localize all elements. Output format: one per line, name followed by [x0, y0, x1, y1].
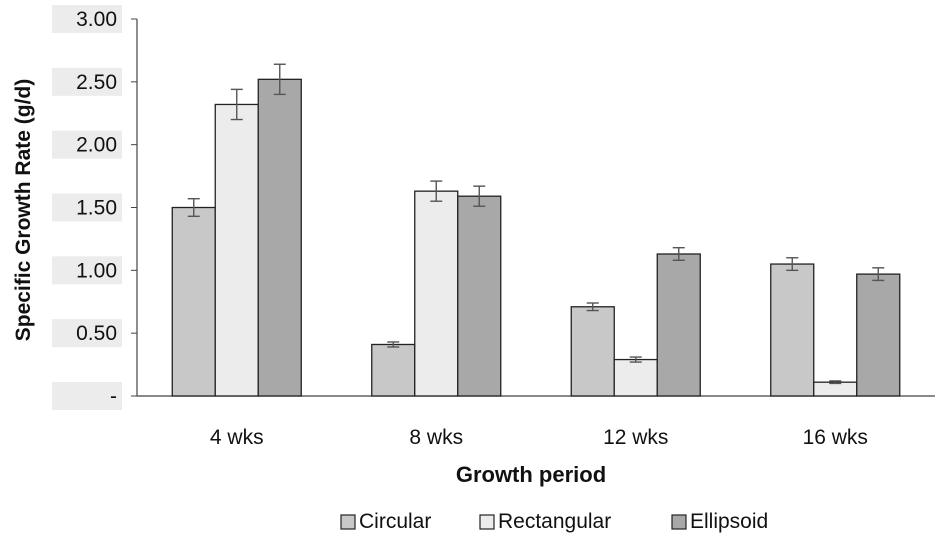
bar-circular-0 [171, 206, 216, 397]
x-axis-title: Growth period [456, 462, 606, 487]
y-axis-title: Specific Growth Rate (g/d) [12, 79, 35, 342]
legend-label-ellipsoid: Ellipsoid [690, 510, 768, 533]
y-tick-label: 2.00 [76, 134, 117, 157]
y-tick-label-bg [52, 319, 122, 348]
bar-circular-1 [371, 343, 416, 397]
x-tick-label: 16 wks [803, 426, 868, 449]
x-tick-label: 8 wks [409, 426, 463, 449]
bar-rectangular-3 [813, 381, 858, 397]
legend-label-rectangular: Rectangular [498, 510, 611, 533]
y-tick-label-bg [52, 5, 122, 33]
bar-ellipsoid-0 [257, 78, 302, 397]
y-tick-label-bg [52, 130, 122, 159]
y-tick-label: 2.50 [76, 71, 117, 94]
y-tick-label: - [110, 385, 117, 408]
y-tick-label-bg [52, 193, 122, 222]
bar-ellipsoid-1 [457, 195, 502, 397]
bar-rectangular-2 [613, 358, 658, 397]
legend-swatch-rectangular [479, 514, 495, 530]
y-tick-label: 1.50 [76, 197, 117, 220]
legend-label-circular: Circular [359, 510, 431, 533]
legend: Circular Rectangular Ellipsoid [340, 510, 768, 533]
y-tick-label: 3.00 [76, 8, 117, 31]
x-tick-label: 12 wks [603, 426, 668, 449]
y-tick-label-bg [52, 256, 122, 285]
bar-rectangular-1 [414, 190, 459, 397]
y-tick-label-bg [52, 67, 122, 96]
bar-ellipsoid-3 [856, 273, 901, 397]
legend-swatch-ellipsoid [671, 514, 687, 530]
x-tick-label: 4 wks [210, 426, 264, 449]
y-tick-label: 0.50 [76, 322, 117, 345]
y-tick-label-bg [52, 382, 122, 410]
y-tick-label: 1.00 [76, 259, 117, 282]
bar-rectangular-0 [214, 103, 259, 397]
bar-circular-2 [570, 306, 615, 397]
bar-ellipsoid-2 [656, 253, 701, 397]
bar-circular-3 [770, 263, 815, 397]
legend-swatch-circular [340, 514, 356, 530]
